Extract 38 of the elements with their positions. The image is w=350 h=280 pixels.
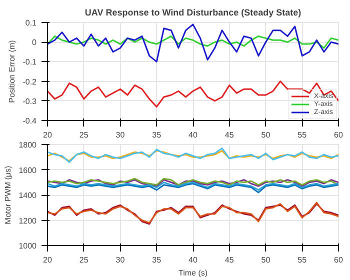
x-tick-label: 20 <box>43 130 52 140</box>
y-tick-label: 1800 <box>18 140 38 150</box>
x-axis-title: Time (s) <box>178 268 208 278</box>
x-tick-label: 60 <box>334 256 344 264</box>
x-tick-label: 55 <box>298 256 308 264</box>
y-tick-label: 1400 <box>18 191 38 200</box>
y-tick-label: 0 <box>32 38 38 48</box>
x-tick-label: 25 <box>79 256 89 264</box>
x-tick-label: 60 <box>334 130 344 140</box>
line-series <box>48 80 338 108</box>
x-tick-label: 40 <box>188 256 198 264</box>
chart-title: UAV Response to Wind Disturbance (Steady State) <box>84 8 302 18</box>
x-tick-label: 45 <box>224 130 234 140</box>
x-tick-label: 25 <box>79 130 89 140</box>
line-series <box>48 35 338 49</box>
y-tick-label: -0.2 <box>22 77 38 86</box>
x-tick-label: 50 <box>261 130 271 140</box>
x-tick-label: 45 <box>224 256 234 264</box>
y-tick-label: -0.1 <box>22 58 38 67</box>
x-tick-label: 20 <box>43 256 52 264</box>
x-tick-label: 40 <box>188 130 198 140</box>
x-tick-label: 35 <box>152 130 162 140</box>
x-tick-label: 30 <box>116 256 126 264</box>
line-series <box>48 182 338 194</box>
y-tick-label: 1200 <box>18 216 38 226</box>
line-series <box>48 24 338 62</box>
y-axis-title: Motor PWM (μs) <box>4 165 13 224</box>
line-series <box>48 182 338 191</box>
y-axis-title: Position Error (m) <box>8 40 17 103</box>
x-tick-label: 50 <box>261 256 271 264</box>
y-tick-label: 1600 <box>18 166 38 175</box>
y-tick-label: 1000 <box>18 242 38 250</box>
y-tick-label: -0.4 <box>22 116 38 126</box>
x-tick-label: 30 <box>116 130 126 140</box>
y-tick-label: 0.1 <box>25 18 38 28</box>
x-tick-label: 55 <box>298 130 308 140</box>
x-tick-label: 35 <box>152 256 162 264</box>
y-tick-label: -0.3 <box>22 96 38 106</box>
